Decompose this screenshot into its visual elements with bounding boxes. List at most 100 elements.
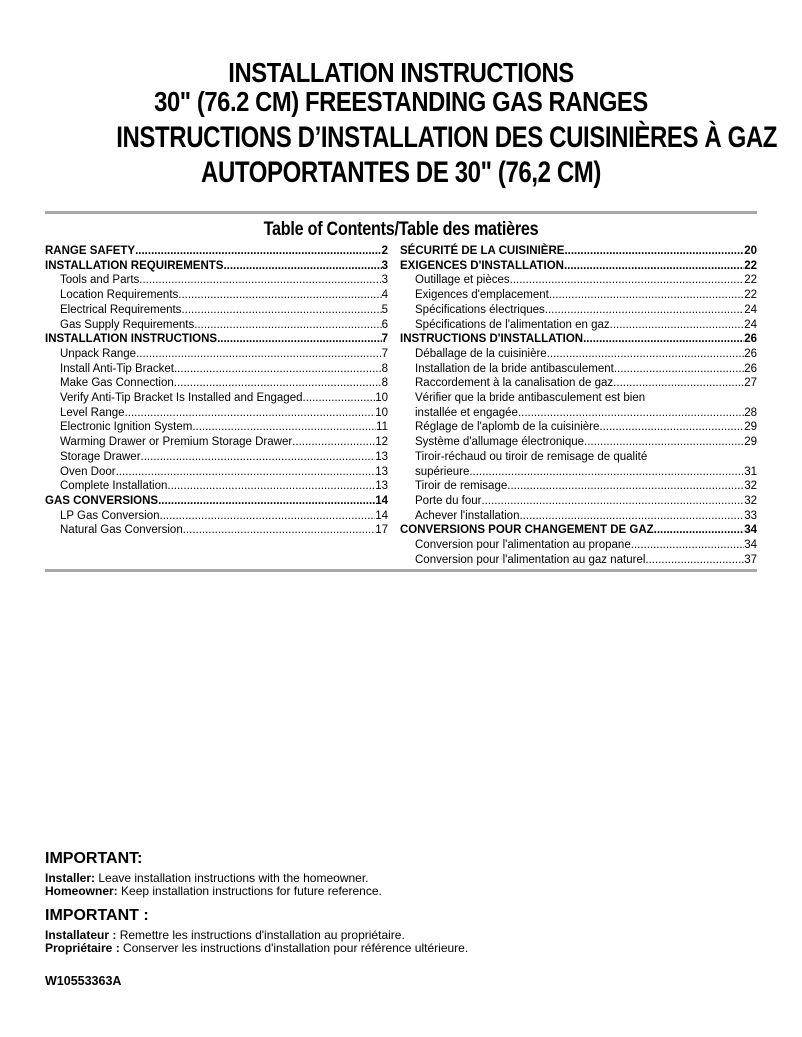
toc-leader-dots bbox=[631, 538, 744, 553]
important-heading-french: IMPORTANT : bbox=[45, 907, 149, 924]
toc-entry: Déballage de la cuisinière 26 bbox=[400, 347, 757, 362]
toc-entry-label: Gas Supply Requirements bbox=[60, 318, 195, 331]
toc-entry-page: 32 bbox=[744, 494, 757, 507]
toc-entry-label: Porte du four bbox=[415, 494, 482, 507]
toc-entry-page: 24 bbox=[744, 303, 757, 316]
toc-entry: Make Gas Connection 8 bbox=[45, 376, 388, 391]
important-line-lead: Propriétaire : bbox=[45, 941, 120, 956]
toc-leader-dots bbox=[167, 479, 375, 494]
toc-entry-page: 20 bbox=[744, 245, 757, 257]
toc-leader-dots bbox=[141, 450, 376, 465]
toc-leader-dots bbox=[610, 318, 745, 333]
toc-entry: Porte du four 32 bbox=[400, 494, 757, 509]
toc-entry-page: 7 bbox=[381, 333, 388, 346]
toc-entry-label: Conversion pour l'alimentation au propan… bbox=[415, 539, 631, 552]
toc-entry-page: 13 bbox=[375, 465, 388, 478]
toc-entry: Spécifications de l'alimentation en gaz … bbox=[400, 318, 757, 333]
toc-entry-label: CONVERSIONS POUR CHANGEMENT DE GAZ bbox=[400, 524, 654, 537]
toc-entry: SÉCURITÉ DE LA CUISINIÈRE 20 bbox=[400, 244, 757, 259]
toc-entry: Conversion pour l'alimentation au gaz na… bbox=[400, 553, 757, 568]
important-line: Homeowner: Keep installation instruction… bbox=[45, 885, 757, 898]
toc-leader-dots bbox=[564, 259, 744, 274]
toc-heading: Table of Contents/Table des matières bbox=[263, 219, 539, 240]
toc-leader-dots bbox=[181, 303, 381, 318]
toc-entry: Exigences d'emplacement 22 bbox=[400, 288, 757, 303]
toc-entry-label: LP Gas Conversion bbox=[60, 509, 160, 522]
toc-entry: INSTALLATION REQUIREMENTS 3 bbox=[45, 259, 388, 274]
toc-entry: EXIGENCES D'INSTALLATION 22 bbox=[400, 259, 757, 274]
toc-leader-dots bbox=[645, 553, 744, 568]
toc-entry-label: INSTALLATION REQUIREMENTS bbox=[45, 259, 224, 272]
toc-entry: Level Range 10 bbox=[45, 406, 388, 421]
toc-entry: CONVERSIONS POUR CHANGEMENT DE GAZ 34 bbox=[400, 523, 757, 538]
toc-entry-page: 3 bbox=[381, 274, 388, 287]
title-english-line2: 30" (76.2 CM) FREESTANDING GAS RANGES bbox=[154, 86, 648, 117]
toc-entry: Tools and Parts 3 bbox=[45, 273, 388, 288]
toc-entry-page: 29 bbox=[744, 436, 757, 449]
toc-entry: Système d'allumage électronique 29 bbox=[400, 435, 757, 450]
toc-entry: RANGE SAFETY 2 bbox=[45, 244, 388, 259]
toc-entry-label: Verify Anti-Tip Bracket Is Installed and… bbox=[60, 392, 303, 405]
toc-entry-label: Tiroir-réchaud ou tiroir de remisage de … bbox=[415, 450, 648, 463]
toc-leader-dots bbox=[194, 318, 381, 333]
toc-entry-page: 26 bbox=[744, 347, 757, 360]
toc-entry-label: Location Requirements bbox=[60, 289, 179, 302]
toc-entry-label: Electronic Ignition System bbox=[60, 421, 193, 434]
toc-entry-page: 33 bbox=[744, 509, 757, 522]
important-heading-english: IMPORTANT: bbox=[45, 850, 143, 867]
important-notice-english: IMPORTANT: Installer: Leave installation… bbox=[45, 849, 757, 898]
important-line-lead: Installer: bbox=[45, 871, 96, 885]
toc-entry-page: 28 bbox=[744, 406, 757, 419]
toc-entry-label: INSTRUCTIONS D'INSTALLATION bbox=[400, 333, 584, 346]
toc-entry: Electrical Requirements 5 bbox=[45, 303, 388, 318]
toc-entry-label: EXIGENCES D'INSTALLATION bbox=[400, 259, 564, 272]
toc-leader-dots bbox=[178, 288, 381, 303]
title-english-line1: INSTALLATION INSTRUCTIONS bbox=[228, 57, 574, 88]
toc-column-french: SÉCURITÉ DE LA CUISINIÈRE 20 EXIGENCES D'I… bbox=[400, 244, 757, 567]
toc-leader-dots bbox=[545, 303, 744, 318]
title-french-line1: INSTRUCTIONS D’INSTALLATION DES CUISINIÈ… bbox=[116, 121, 778, 154]
toc-leader-dots bbox=[135, 244, 382, 259]
title-french: INSTRUCTIONS D’INSTALLATION DES CUISINIÈ… bbox=[45, 120, 778, 190]
toc-leader-dots bbox=[139, 273, 381, 288]
toc-leader-dots bbox=[614, 362, 744, 377]
toc-entry-page: 10 bbox=[375, 406, 388, 419]
toc-leader-dots bbox=[519, 509, 744, 524]
toc-entry-page: 10 bbox=[375, 392, 388, 405]
toc-leader-dots bbox=[160, 509, 376, 524]
document-number: W10553363A bbox=[45, 974, 122, 988]
toc-entry-label: Level Range bbox=[60, 406, 125, 419]
important-line: Installer: Leave installation instructio… bbox=[45, 871, 757, 885]
toc-leader-dots bbox=[116, 465, 376, 480]
important-line-text: Keep installation instructions for futur… bbox=[117, 884, 382, 899]
important-notice-french: IMPORTANT : Installateur : Remettre les … bbox=[45, 906, 757, 955]
toc-entry-label: Make Gas Connection bbox=[60, 377, 174, 390]
toc-leader-dots bbox=[564, 244, 744, 259]
toc-entry-page: 31 bbox=[744, 465, 757, 478]
toc-entry: Tiroir-réchaud ou tiroir de remisage de … bbox=[400, 450, 757, 465]
toc-entry-page: 37 bbox=[744, 553, 757, 566]
toc-entry: Installation de la bride antibasculement… bbox=[400, 362, 757, 377]
toc-entry-label: Unpack Range bbox=[60, 347, 137, 360]
toc-leader-dots bbox=[481, 494, 744, 509]
toc-entry-label: Déballage de la cuisinière bbox=[415, 347, 547, 360]
toc-leader-dots bbox=[292, 435, 375, 450]
toc-entry-page: 13 bbox=[375, 450, 388, 463]
toc-leader-dots bbox=[125, 406, 376, 421]
toc-entry: Electronic Ignition System 11 bbox=[45, 420, 388, 435]
toc-entry: Conversion pour l'alimentation au propan… bbox=[400, 538, 757, 553]
toc-entry-page: 11 bbox=[376, 421, 388, 434]
toc-entry-label: Vérifier que la bride antibasculement es… bbox=[415, 392, 646, 405]
toc-leader-dots bbox=[654, 523, 745, 538]
toc-entry-page: 6 bbox=[381, 318, 388, 331]
toc-entry: supérieure 31 bbox=[400, 465, 757, 480]
toc-leader-dots bbox=[518, 406, 744, 421]
important-line-text: Remettre les instructions d'installation… bbox=[116, 928, 405, 942]
toc-entry-label: Réglage de l'aplomb de la cuisinière bbox=[415, 421, 600, 434]
toc-entry-label: GAS CONVERSIONS bbox=[45, 494, 159, 507]
toc-entry-page: 22 bbox=[744, 274, 757, 287]
toc-leader-dots bbox=[183, 523, 375, 538]
toc-entry-label: Spécifications de l'alimentation en gaz bbox=[415, 318, 610, 331]
